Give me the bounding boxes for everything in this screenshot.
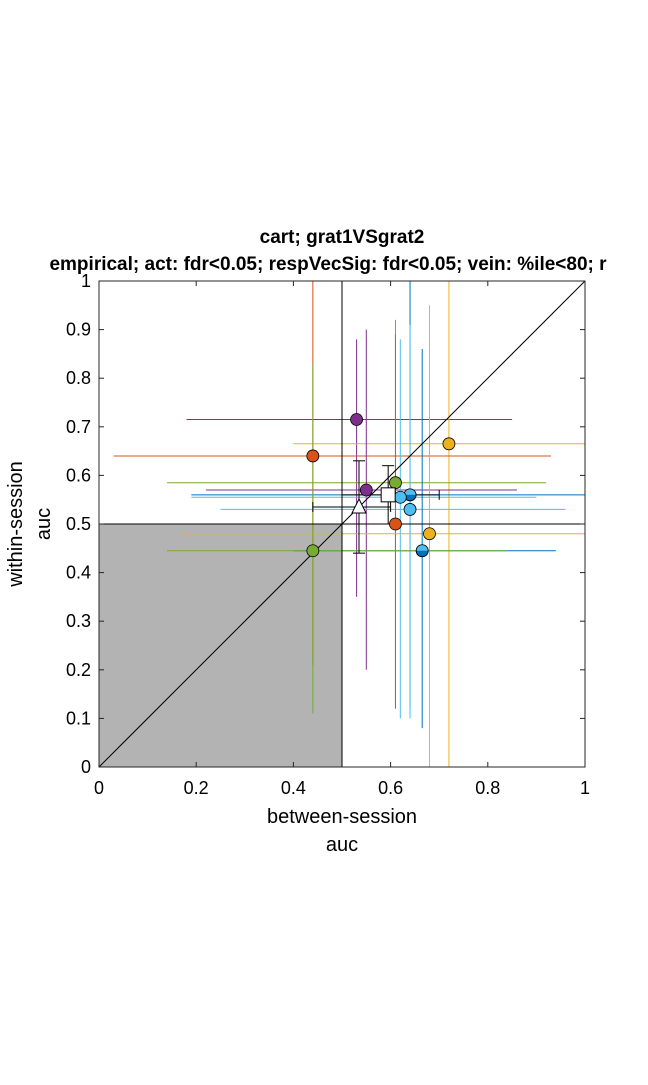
data-point-1 <box>442 437 456 451</box>
data-point-11 <box>306 544 320 558</box>
x-tick-label-1: 0.2 <box>184 778 209 798</box>
data-point-8 <box>389 517 402 531</box>
x-tick-label-2: 0.4 <box>281 778 306 798</box>
x-axis-label-line1: between-session <box>267 806 417 828</box>
y-axis-label-line1: within-session <box>5 461 27 588</box>
y-tick-label-1: 0.1 <box>66 708 91 728</box>
y-tick-label-2: 0.2 <box>66 660 91 680</box>
y-tick-label-3: 0.3 <box>66 611 91 631</box>
y-tick-label-4: 0.4 <box>66 563 91 583</box>
diagonal-reference-line <box>98 280 586 768</box>
x-tick-label-3: 0.6 <box>378 778 403 798</box>
x-axis-label-line2: auc <box>326 834 358 856</box>
x-tick-label-0: 0 <box>94 778 104 798</box>
data-point-half-10 <box>416 544 429 551</box>
y-axis-label-line2: auc <box>33 508 55 540</box>
plot-area: 0 0.2 0.4 0.6 0.8 1 0 0.1 0.2 0.3 0.4 0.5 0.6 0.7 0.8 0… <box>66 271 590 798</box>
y-tick-label-9: 0.9 <box>66 320 91 340</box>
chart-title: cart; grat1VSgrat2 <box>260 227 425 248</box>
data-point-7 <box>403 503 417 516</box>
y-tick-label-6: 0.6 <box>66 465 91 485</box>
data-point-0 <box>350 413 363 426</box>
y-tick-label-0: 0 <box>81 757 91 777</box>
data-point-half-5 <box>404 488 417 495</box>
data-point-4 <box>359 483 373 497</box>
data-point-2 <box>306 449 320 463</box>
x-tick-label-5: 1 <box>580 778 590 798</box>
y-tick-label-10: 1 <box>81 271 91 291</box>
y-tick-label-8: 0.8 <box>66 368 91 388</box>
x-tick-label-4: 0.8 <box>475 778 500 798</box>
y-tick-label-5: 0.5 <box>66 514 91 534</box>
data-point-9 <box>423 527 436 541</box>
data-point-6 <box>393 490 407 504</box>
chart-subtitle: empirical; act: fdr<0.05; respVecSig: fd… <box>49 254 607 275</box>
data-point-outline-10 <box>415 544 429 558</box>
summary-triangle-marker <box>351 497 367 514</box>
y-tick-label-7: 0.7 <box>66 417 91 437</box>
data-point-3 <box>389 476 402 490</box>
summary-square-marker <box>380 487 396 503</box>
